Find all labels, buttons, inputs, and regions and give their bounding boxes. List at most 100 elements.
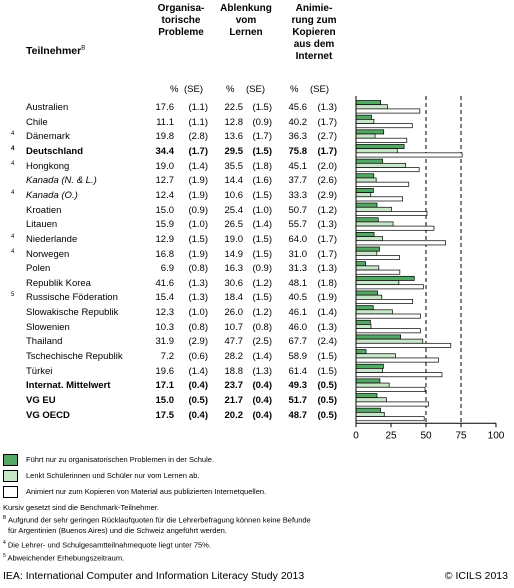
bar-0 (355, 246, 380, 252)
se-ablenkung: (1.7) (252, 131, 272, 143)
footnote-5-mark: 5 (3, 553, 6, 559)
teilnehmer-label: Teilnehmer (26, 45, 82, 57)
footnote-4-text: Die Lehrer- und Schulgesamtteilnahmequot… (7, 540, 211, 550)
bar-0 (355, 319, 371, 325)
se-ablenkung: (1.3) (252, 365, 272, 377)
bar-2 (355, 167, 420, 173)
table-row: 4 Norwegen 16.8 (1.9) 14.9 (1.5) 31.0 (1.7) (0, 248, 350, 261)
value-ablenkung: 20.2 (224, 409, 244, 421)
country-name: Kanada (N. & L.) (26, 175, 97, 187)
teilnehmer-note: B (81, 45, 86, 52)
value-organisatorisch: 12.9 (155, 233, 175, 245)
se-kopieren: (1.5) (317, 365, 337, 377)
bar-1 (355, 397, 387, 403)
country-name: Hongkong (26, 160, 70, 172)
value-ablenkung: 23.7 (224, 380, 244, 392)
bar-0 (355, 275, 415, 281)
footnote-b-mark: B (3, 515, 7, 521)
value-kopieren: 40.5 (288, 292, 308, 304)
se-organisatorisch: (2.8) (188, 131, 208, 143)
value-organisatorisch: 12.4 (155, 189, 175, 201)
country-name: Thailand (26, 336, 63, 348)
row-note: 4 (11, 145, 15, 152)
bar-1 (355, 192, 372, 198)
country-name: Norwegen (26, 248, 70, 260)
column-header-organisatorische-probleme: Organisa- torische Probleme (157, 3, 205, 38)
se-ablenkung: (1.5) (252, 292, 272, 304)
bar-0 (355, 305, 374, 311)
value-organisatorisch: 17.6 (155, 102, 175, 113)
bar-1 (355, 368, 383, 373)
se-ablenkung: (1.2) (252, 277, 272, 289)
table-row: Kanada (N. & L.) 12.7 (1.9) 14.4 (1.6) 37.7 (2… (0, 174, 350, 187)
value-ablenkung: 25.4 (224, 204, 244, 216)
bar-1 (355, 294, 383, 300)
x-tick-label: 50 (420, 430, 432, 441)
bar-1 (355, 324, 372, 330)
se-ablenkung: (1.5) (252, 189, 272, 201)
bar-0 (355, 261, 367, 267)
unit-se-1: (SE) (184, 84, 203, 95)
legend-text-kopieren: Animiert nur zum Kopieren von Material a… (26, 487, 267, 496)
bar-1 (355, 148, 398, 154)
bar-2 (355, 342, 452, 348)
value-kopieren: 31.3 (288, 263, 308, 275)
country-name: Polen (26, 263, 51, 275)
bar-2 (355, 211, 428, 216)
se-kopieren: (1.5) (317, 351, 337, 363)
se-kopieren: (2.0) (317, 160, 337, 172)
country-name: Chile (26, 116, 48, 128)
bar-2 (355, 181, 410, 187)
unit-se-3: (SE) (310, 84, 329, 95)
value-ablenkung: 26.5 (224, 219, 244, 231)
se-kopieren: (2.9) (317, 189, 337, 201)
x-tick-label: 0 (353, 430, 359, 441)
bar-0 (355, 349, 367, 355)
value-kopieren: 45.6 (288, 102, 308, 113)
country-name: Slowakische Republik (26, 307, 119, 319)
se-ablenkung: (1.4) (252, 351, 272, 363)
value-organisatorisch: 10.3 (155, 321, 175, 333)
se-ablenkung: (1.5) (252, 233, 272, 245)
value-kopieren: 48.1 (288, 277, 308, 289)
se-organisatorisch: (0.5) (188, 395, 208, 406)
se-organisatorisch: (1.5) (188, 233, 208, 245)
bar-2 (355, 401, 429, 407)
se-ablenkung: (1.0) (252, 204, 272, 216)
se-organisatorisch: (1.1) (188, 116, 208, 128)
value-organisatorisch: 12.3 (155, 307, 175, 319)
value-organisatorisch: 19.0 (155, 160, 175, 172)
bar-1 (355, 236, 383, 242)
bar-0 (355, 100, 381, 106)
se-organisatorisch: (1.0) (188, 219, 208, 231)
se-ablenkung: (1.4) (252, 219, 272, 231)
bar-2 (355, 416, 425, 422)
se-kopieren: (1.3) (317, 321, 337, 333)
footnote-4-mark: 4 (3, 540, 6, 546)
country-name: Slowenien (26, 321, 70, 333)
legend-text-ablenkung: Lenkt Schülerinnen und Schüler nur vom L… (26, 471, 200, 480)
se-kopieren: (2.4) (317, 336, 337, 348)
se-kopieren: (1.7) (317, 116, 337, 128)
se-kopieren: (1.9) (317, 292, 337, 304)
se-organisatorisch: (0.9) (188, 204, 208, 216)
bar-2 (355, 123, 413, 129)
se-kopieren: (1.3) (317, 263, 337, 275)
se-kopieren: (1.3) (317, 102, 337, 113)
legend-swatch-organisatorisch (3, 454, 18, 466)
bar-1 (355, 206, 392, 212)
se-ablenkung: (0.9) (252, 116, 272, 128)
x-tick-label: 75 (455, 430, 467, 441)
value-ablenkung: 47.7 (224, 336, 244, 348)
se-ablenkung: (1.5) (252, 102, 272, 113)
se-ablenkung: (0.9) (252, 263, 272, 275)
bar-0 (355, 393, 378, 399)
bar-2 (355, 284, 424, 290)
value-kopieren: 61.4 (288, 365, 308, 377)
row-note: 4 (11, 248, 15, 255)
column-header-animierung-kopieren: Animie- rung zum Kopieren aus dem Intern… (291, 3, 337, 62)
value-organisatorisch: 17.1 (155, 380, 175, 392)
value-kopieren: 48.7 (288, 409, 308, 421)
se-ablenkung: (1.8) (252, 160, 272, 172)
country-name: Dänemark (26, 131, 70, 143)
